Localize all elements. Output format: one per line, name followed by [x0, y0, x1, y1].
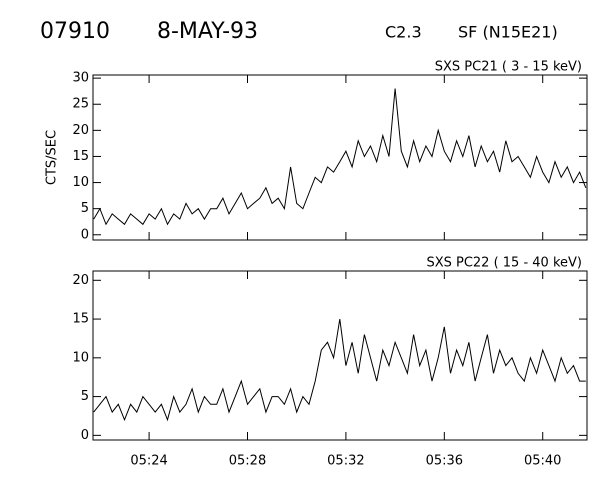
- y-tick-label: 10: [72, 175, 89, 190]
- x-tick-label: 05:28: [229, 454, 266, 469]
- x-tick-label: 05:36: [426, 454, 463, 469]
- goes-class: C2.3: [385, 23, 422, 42]
- y-tick-label: 5: [81, 389, 89, 404]
- y-tick-label: 20: [72, 123, 89, 138]
- x-tick-label: 05:24: [130, 454, 167, 469]
- y-tick-label: 15: [72, 149, 89, 164]
- y-tick-label: 0: [81, 428, 89, 443]
- y-tick-label: 15: [72, 312, 89, 327]
- event-number: 07910: [40, 19, 110, 44]
- y-tick-label: 30: [72, 71, 89, 86]
- plot-frame: [92, 270, 588, 441]
- x-tick-label: 05:40: [524, 454, 561, 469]
- x-tick-label: 05:32: [327, 454, 364, 469]
- y-axis-label: CTS/SEC: [45, 130, 60, 185]
- panel-title: SXS PC21 ( 3 - 15 keV): [435, 60, 582, 75]
- y-tick-label: 25: [72, 97, 89, 112]
- count-rate-trace: [93, 88, 587, 226]
- y-tick-label: 0: [81, 227, 89, 242]
- event-date: 8-MAY-93: [157, 19, 258, 44]
- y-tick-label: 20: [72, 273, 89, 288]
- y-tick-label: 10: [72, 350, 89, 365]
- y-tick-label: 5: [81, 201, 89, 216]
- count-rate-trace: [93, 319, 586, 422]
- flare-location: SF (N15E21): [458, 23, 558, 42]
- plot-frame: [92, 74, 588, 241]
- panel-title: SXS PC22 ( 15 - 40 keV): [426, 256, 582, 271]
